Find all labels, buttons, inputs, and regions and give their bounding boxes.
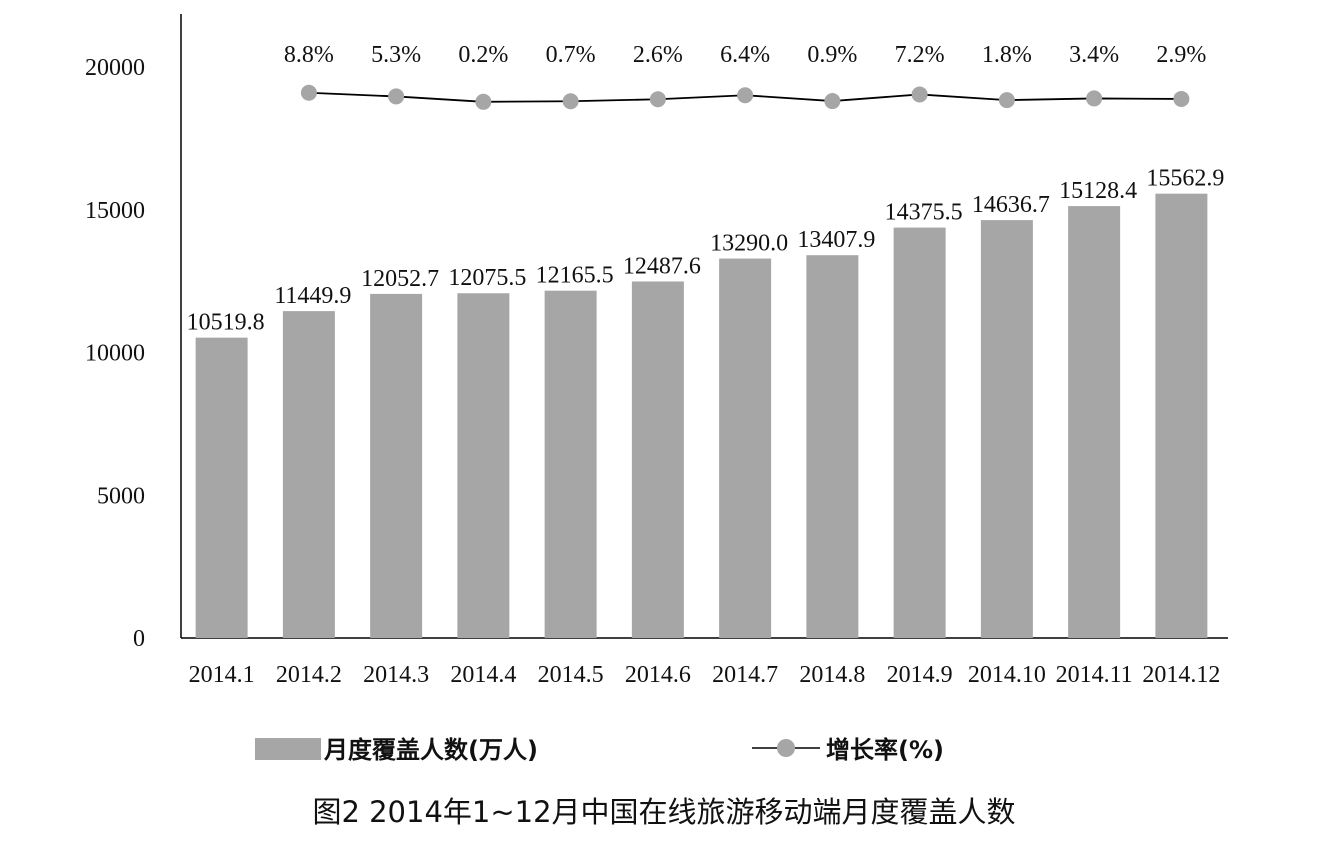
- bar: [719, 258, 772, 638]
- rate-line: [300, 84, 1190, 110]
- x-tick-label: 2014.11: [1056, 662, 1133, 688]
- rate-point: [388, 88, 405, 105]
- y-tick-label: 15000: [85, 198, 145, 224]
- bar-labels: 10519.8 11449.9 12052.7 12075.5 12165.5 12487…: [187, 166, 1225, 336]
- bar: [1155, 193, 1208, 638]
- bar: [370, 293, 423, 638]
- y-tick-label: 20000: [85, 55, 145, 81]
- bar: [631, 281, 684, 638]
- rate-point: [649, 91, 666, 108]
- x-tick-label: 2014.4: [450, 662, 516, 688]
- bar: [544, 290, 597, 638]
- chart-caption: 图2 2014年1~12月中国在线旅游移动端月度覆盖人数: [312, 795, 1015, 829]
- rate-point: [824, 93, 841, 110]
- legend-line-label: 增长率(%): [826, 736, 944, 764]
- rate-point: [300, 84, 317, 101]
- legend-line-marker: [777, 739, 795, 757]
- x-tick-label: 2014.9: [887, 662, 953, 688]
- x-tick-label: 2014.1: [189, 662, 255, 688]
- bar: [195, 337, 248, 638]
- bar-value-label: 13290.0: [710, 231, 788, 257]
- x-tick-label: 2014.12: [1142, 662, 1220, 688]
- rate-value-label: 7.2%: [895, 42, 945, 68]
- legend-bar-label: 月度覆盖人数(万人): [323, 736, 538, 764]
- rate-point: [1173, 90, 1190, 107]
- bar-value-label: 14375.5: [885, 200, 963, 226]
- rate-value-label: 6.4%: [720, 42, 770, 68]
- x-tick-label: 2014.8: [799, 662, 865, 688]
- rate-value-label: 2.9%: [1156, 42, 1206, 68]
- legend: 月度覆盖人数(万人) 增长率(%): [255, 736, 944, 764]
- rate-value-label: 0.9%: [807, 42, 857, 68]
- rate-point: [737, 87, 754, 104]
- bar-value-label: 15562.9: [1146, 166, 1224, 192]
- x-tick-label: 2014.7: [712, 662, 778, 688]
- rate-point: [475, 93, 492, 110]
- bar: [457, 293, 510, 638]
- bar-value-label: 12075.5: [448, 265, 526, 291]
- bar: [980, 220, 1033, 639]
- rate-value-label: 1.8%: [982, 42, 1032, 68]
- rate-point: [911, 86, 928, 103]
- bar: [806, 255, 859, 638]
- rate-labels: 8.8% 5.3% 0.2% 0.7% 2.6% 6.4% 0.9% 7.2% 1.8% 3.4%…: [284, 42, 1207, 68]
- y-tick-label: 5000: [97, 483, 145, 509]
- bar-value-label: 13407.9: [797, 227, 875, 253]
- axes: 0 5000 10000 15000 20000 2014.1 2014.2 2014.3 20…: [85, 14, 1228, 688]
- rate-value-label: 8.8%: [284, 42, 334, 68]
- y-tick-label: 10000: [85, 341, 145, 367]
- x-tick-label: 2014.5: [538, 662, 604, 688]
- bar-value-label: 12165.5: [536, 263, 614, 289]
- legend-bar-swatch: [255, 738, 321, 760]
- x-tick-label: 2014.6: [625, 662, 691, 688]
- rate-value-label: 0.2%: [458, 42, 508, 68]
- rate-value-label: 5.3%: [371, 42, 421, 68]
- bar: [1068, 206, 1121, 639]
- x-tick-label: 2014.10: [968, 662, 1046, 688]
- rate-value-label: 3.4%: [1069, 42, 1119, 68]
- bar-value-label: 14636.7: [972, 192, 1050, 218]
- rate-point: [998, 92, 1015, 109]
- y-tick-label: 0: [133, 626, 145, 652]
- bar-value-label: 12487.6: [623, 253, 701, 279]
- rate-point: [562, 93, 579, 110]
- bar-value-label: 11449.9: [274, 283, 351, 309]
- bar-value-label: 12052.7: [361, 266, 439, 292]
- bar: [893, 227, 946, 638]
- bars: [195, 193, 1208, 639]
- bar: [282, 311, 335, 638]
- rate-value-label: 2.6%: [633, 42, 683, 68]
- rate-value-label: 0.7%: [546, 42, 596, 68]
- x-tick-label: 2014.3: [363, 662, 429, 688]
- bar-value-label: 15128.4: [1059, 178, 1137, 204]
- bar-value-label: 10519.8: [187, 310, 265, 336]
- x-tick-label: 2014.2: [276, 662, 342, 688]
- rate-point: [1086, 90, 1103, 107]
